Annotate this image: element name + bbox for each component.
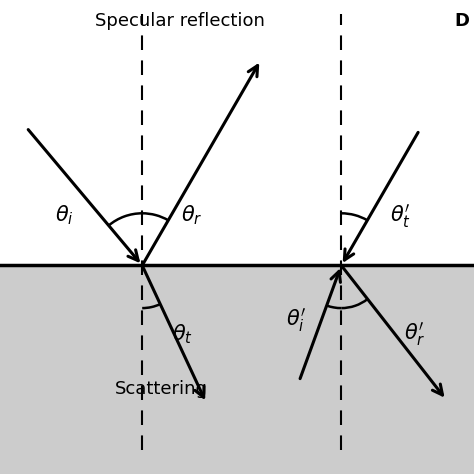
Text: Scattering: Scattering xyxy=(115,380,208,398)
Text: $\theta_t$: $\theta_t$ xyxy=(172,322,193,346)
Bar xyxy=(0,265,474,474)
Text: $\theta_i$: $\theta_i$ xyxy=(55,204,73,228)
Text: D: D xyxy=(454,12,469,30)
Text: $\theta_r$: $\theta_r$ xyxy=(181,204,203,228)
Text: Specular reflection: Specular reflection xyxy=(95,12,265,30)
Text: $\theta_t'$: $\theta_t'$ xyxy=(390,201,411,230)
Text: $\theta_i'$: $\theta_i'$ xyxy=(286,306,306,334)
Text: $\theta_r'$: $\theta_r'$ xyxy=(404,320,426,348)
